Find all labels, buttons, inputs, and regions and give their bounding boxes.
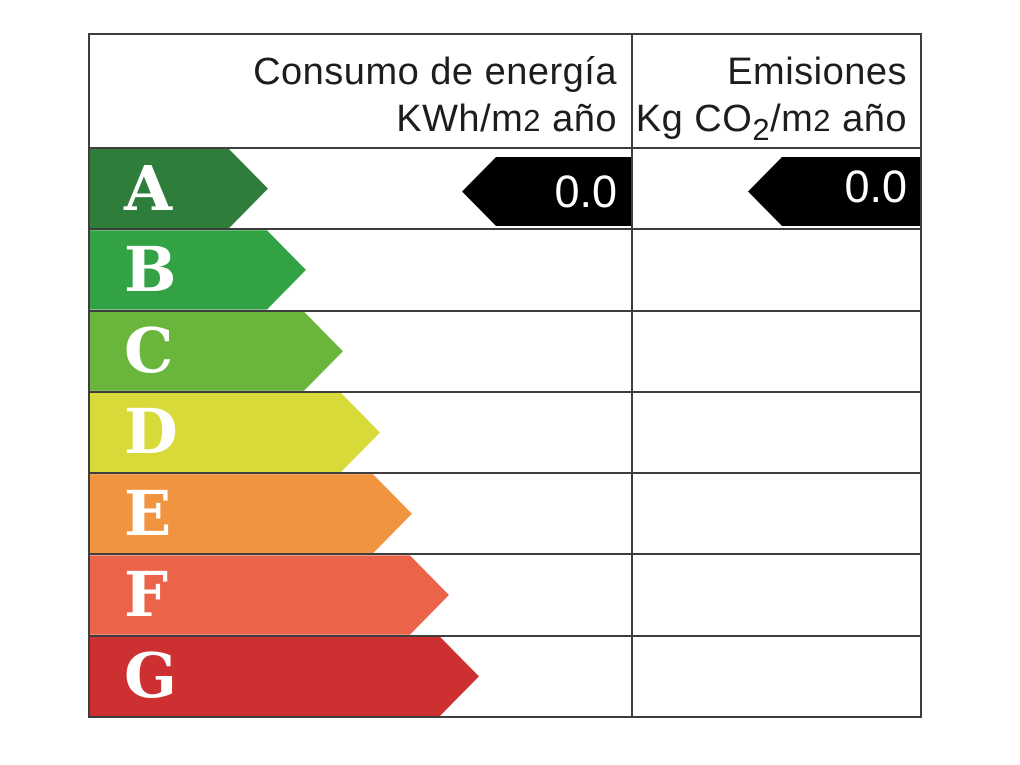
consumption-units: KWh/m2 año: [396, 98, 617, 140]
rating-row-e: E: [90, 472, 920, 554]
rating-cell-emissions: [631, 392, 920, 473]
rating-letter: A: [124, 151, 173, 225]
emissions-value: 0.0: [844, 161, 907, 212]
rating-cell-consumption: F: [90, 555, 631, 634]
rating-bar-arrow: E: [90, 474, 412, 553]
rating-cell-consumption: E: [90, 474, 631, 553]
consumption-value: 0.0: [554, 166, 617, 217]
rating-row-g: G: [90, 634, 920, 716]
rating-bar-arrow: C: [90, 312, 343, 391]
rating-cell-consumption: A: [90, 149, 631, 228]
rating-letter: E: [124, 476, 172, 550]
rating-row-d: D: [90, 390, 920, 473]
header-cell-consumption: Consumo de energía KWh/m2 año: [90, 35, 631, 147]
emissions-title: Emisiones: [727, 51, 907, 93]
rating-letter: B: [124, 232, 177, 306]
header-row: Consumo de energía KWh/m2 año Emisiones …: [90, 35, 920, 147]
rating-bar-arrow: A: [90, 149, 268, 228]
rating-cell-emissions: [631, 149, 920, 229]
rating-cell-consumption: B: [90, 230, 631, 309]
consumption-header-text: Consumo de energía KWh/m2 año: [90, 35, 631, 144]
consumption-units-exponent: 2: [523, 103, 542, 138]
rating-cell-emissions: [631, 311, 920, 391]
rating-row-f: F: [90, 553, 920, 635]
rating-cell-consumption: C: [90, 312, 631, 391]
rating-letter: D: [124, 395, 178, 469]
rating-cell-emissions: [631, 474, 920, 554]
rating-table: Consumo de energía KWh/m2 año Emisiones …: [88, 33, 922, 718]
consumption-value-marker-arrow: 0.0: [462, 157, 631, 226]
rating-bar-arrow: G: [90, 637, 479, 716]
rating-cell-emissions: [631, 636, 920, 716]
rating-row-a: A: [90, 147, 920, 229]
rating-cell-emissions: [631, 230, 920, 310]
rating-letter: C: [124, 314, 174, 388]
emissions-header-text: Emisiones Kg CO2/m2 año: [633, 35, 920, 153]
rating-row-c: C: [90, 309, 920, 391]
emissions-units-exponent: 2: [813, 103, 832, 138]
consumption-title: Consumo de energía: [253, 51, 617, 93]
rating-letter: G: [124, 639, 177, 713]
rating-bar-arrow: F: [90, 555, 449, 634]
header-cell-emissions: Emisiones Kg CO2/m2 año: [631, 35, 920, 147]
rating-cell-emissions: [631, 555, 920, 635]
rating-bar-arrow: D: [90, 393, 380, 472]
rating-cell-consumption: G: [90, 637, 631, 716]
rating-cell-consumption: D: [90, 393, 631, 472]
emissions-units: Kg CO2/m2 año: [635, 98, 907, 147]
rating-letter: F: [124, 558, 169, 632]
emissions-value-marker-arrow: 0.0: [748, 157, 920, 226]
rating-bar-arrow: B: [90, 230, 306, 309]
emissions-units-subscript: 2: [752, 112, 771, 147]
rating-row-b: B: [90, 228, 920, 310]
